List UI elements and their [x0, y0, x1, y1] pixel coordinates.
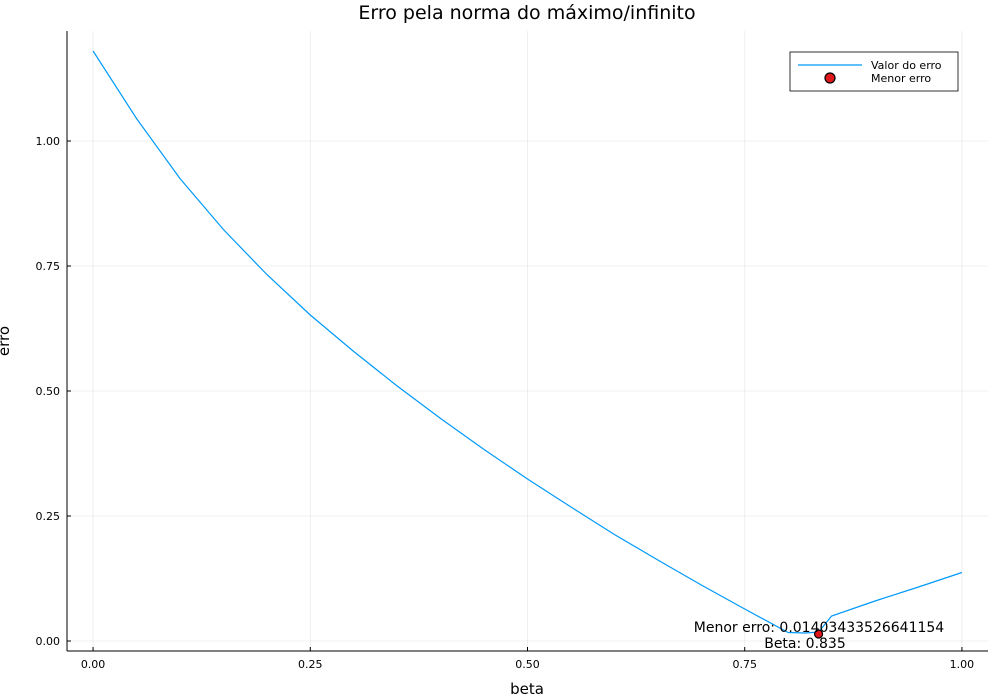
x-tick-label: 1.00 — [950, 658, 975, 671]
x-tick-label: 0.50 — [515, 658, 540, 671]
x-tick-label: 0.00 — [81, 658, 106, 671]
x-ticks: 0.00 0.25 0.50 0.75 1.00 — [81, 647, 974, 671]
y-tick-label: 0.50 — [36, 385, 61, 398]
y-ticks: 0.00 0.25 0.50 0.75 1.00 — [36, 135, 71, 648]
legend-label-menor-erro: Menor erro — [871, 72, 931, 85]
series-line-valor-do-erro — [92, 50, 963, 634]
y-tick-label: 0.75 — [36, 260, 61, 273]
annotation-beta: Beta: 0.835 — [764, 636, 846, 652]
y-tick-label: 0.25 — [36, 510, 61, 523]
legend-marker-swatch — [824, 72, 836, 84]
y-tick-label: 0.00 — [36, 635, 61, 648]
annotation-min-error: Menor erro: 0.01403433526641154 — [694, 620, 945, 636]
chart-title: Erro pela norma do máximo/infinito — [358, 2, 695, 24]
legend: Valor do erro Menor erro — [789, 51, 959, 92]
x-axis-title: beta — [510, 680, 544, 698]
y-tick-label: 1.00 — [36, 135, 61, 148]
series-layer — [92, 50, 963, 639]
point-menor-erro — [813, 629, 824, 639]
grid — [67, 31, 988, 651]
x-tick-label: 0.75 — [732, 658, 757, 671]
x-tick-label: 0.25 — [298, 658, 323, 671]
legend-label-valor-do-erro: Valor do erro — [871, 59, 942, 72]
legend-box — [789, 51, 959, 92]
y-axis-title: erro — [0, 326, 13, 356]
